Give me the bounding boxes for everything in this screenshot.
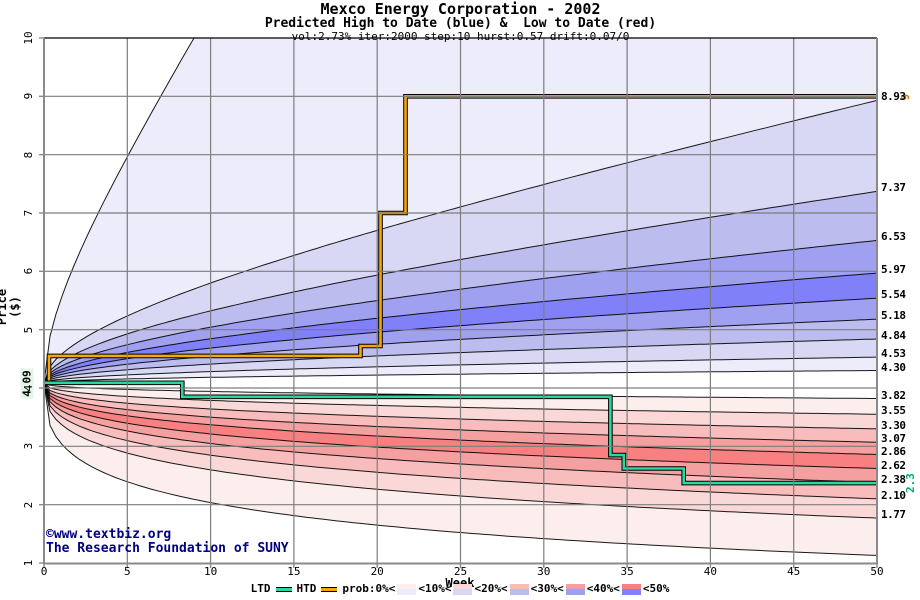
y-tick-label: 7 — [22, 209, 35, 217]
ltd-final-value-label: 2.3 — [904, 473, 917, 493]
high-quantile-label: 5.18 — [881, 309, 906, 323]
y-tick-label: 3 — [22, 443, 35, 450]
y-tick-label: 5 — [22, 326, 35, 333]
legend-ltd-label: LTD — [250, 582, 271, 595]
legend: LTD HTD prob:0%< <10%< <20%< <30%< <40%< <50% — [0, 583, 920, 595]
legend-prob-swatch — [509, 583, 529, 595]
x-tick-label: 15 — [287, 565, 301, 578]
legend-ltd-swatch — [275, 586, 292, 592]
x-tick-label: 5 — [123, 565, 131, 578]
x-tick-label: 35 — [620, 565, 634, 578]
chart-params: vol:2.73% iter:2000 step:10 hurst:0.57 d… — [291, 30, 630, 43]
y-tick-label: 9 — [22, 93, 35, 100]
low-quantile-label: 2.86 — [881, 444, 906, 458]
high-quantile-label: 5.54 — [881, 288, 906, 302]
footer-line-1: ©www.textbiz.org — [46, 527, 172, 542]
high-quantile-label: 5.97 — [881, 263, 906, 277]
legend-prob-label: <10%< — [418, 582, 452, 595]
low-quantile-label: 2.38 — [881, 472, 906, 486]
legend-prob-label: prob:0%< — [342, 582, 396, 595]
legend-probability-scale: prob:0%< <10%< <20%< <30%< <40%< <50% — [342, 583, 669, 595]
low-quantile-label: 3.07 — [881, 432, 906, 446]
legend-prob-label: <30%< — [530, 582, 564, 595]
high-quantile-label: 7.37 — [881, 181, 906, 195]
high-quantile-label: 4.30 — [881, 360, 906, 374]
legend-prob-swatch — [621, 583, 641, 595]
legend-prob-swatch — [453, 583, 473, 595]
high-quantile-label: 4.53 — [881, 347, 906, 361]
legend-prob-label: <50% — [642, 582, 670, 595]
chart-subtitle: Predicted High to Date (blue) & Low to D… — [264, 16, 657, 31]
legend-prob-swatch — [565, 583, 585, 595]
high-quantile-label: 6.53 — [881, 230, 906, 244]
low-quantile-label: 2.10 — [881, 488, 906, 502]
x-tick-label: 40 — [703, 565, 718, 578]
low-quantile-label: 2.62 — [881, 458, 906, 472]
high-quantile-label: 4.84 — [881, 329, 906, 342]
x-tick-label: 0 — [40, 565, 48, 578]
y-tick-label: 4 — [22, 384, 35, 392]
legend-htd-label: HTD — [296, 582, 317, 595]
x-tick-label: 20 — [370, 565, 384, 578]
legend-htd-swatch — [321, 586, 338, 592]
low-quantile-label: 3.55 — [881, 404, 906, 418]
high-quantile-label: 8.93 — [881, 90, 906, 104]
y-tick-label: 2 — [22, 501, 35, 508]
legend-prob-label: <20%< — [474, 582, 508, 595]
y-tick-label: 8 — [22, 151, 35, 158]
legend-prob-label: <40%< — [586, 582, 620, 595]
low-quantile-label: 1.77 — [881, 508, 906, 522]
low-quantile-label: 3.30 — [881, 418, 906, 432]
y-axis-label: Price ($) — [0, 288, 22, 326]
footer-line-2: The Research Foundation of SUNY — [46, 541, 289, 556]
chart-title: Mexco Energy Corporation - 2002 — [320, 0, 601, 18]
low-quantile-label: 3.82 — [881, 388, 906, 402]
y-tick-label: 1 — [22, 559, 35, 567]
y-tick-label: 6 — [22, 268, 35, 275]
x-tick-label: 50 — [870, 565, 884, 578]
x-tick-label: 30 — [537, 565, 551, 578]
title-block: Mexco Energy Corporation - 2002 Predicte… — [44, 1, 877, 43]
x-tick-label: 45 — [787, 565, 801, 578]
y-tick-label: 10 — [22, 31, 35, 45]
x-tick-label: 25 — [453, 565, 468, 578]
x-tick-label: 10 — [203, 565, 218, 578]
legend-prob-swatch — [397, 583, 417, 595]
